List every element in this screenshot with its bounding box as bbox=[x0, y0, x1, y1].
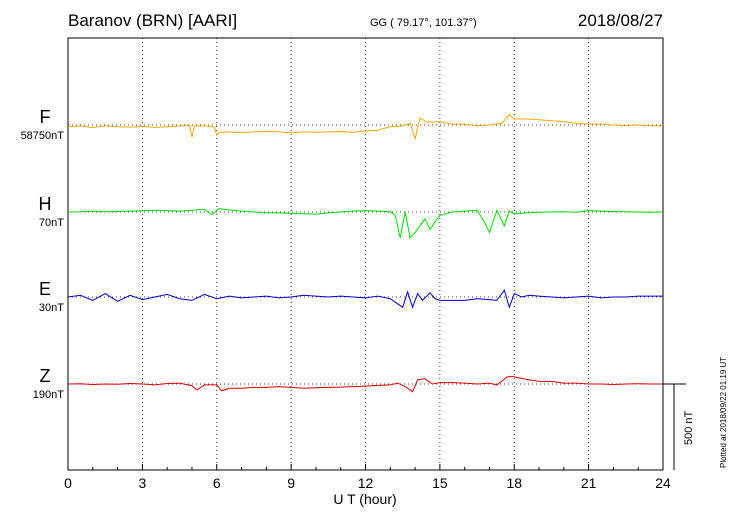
series-name-h: H bbox=[39, 194, 52, 214]
series-line-f bbox=[67, 113, 663, 141]
series-name-z: Z bbox=[40, 366, 51, 386]
x-tick-label: 21 bbox=[581, 475, 597, 491]
x-tick-label: 3 bbox=[138, 475, 146, 491]
series-line-e bbox=[67, 288, 663, 309]
series-name-f: F bbox=[40, 107, 51, 127]
series-line-z bbox=[67, 375, 663, 393]
series-line-h bbox=[67, 208, 664, 239]
series-baseline-h: 70nT bbox=[39, 217, 64, 229]
x-axis-ticks: 0 3 6 9 12 15 18 21 24 bbox=[64, 464, 671, 491]
grid-lines bbox=[68, 38, 663, 470]
x-tick-label: 15 bbox=[432, 475, 448, 491]
date-label: 2018/08/27 bbox=[578, 11, 663, 30]
series-layer: F 58750nT H 70nT E 30nT Z 190nT bbox=[21, 107, 664, 401]
station-title: Baranov (BRN) [AARI] bbox=[68, 11, 237, 30]
x-tick-label: 12 bbox=[358, 475, 374, 491]
x-tick-label: 24 bbox=[655, 475, 671, 491]
plotted-note: Plotted at 2018/09/22 01:19 UT bbox=[719, 357, 728, 468]
x-tick-label: 18 bbox=[506, 475, 522, 491]
series-baseline-e: 30nT bbox=[39, 302, 64, 314]
station-coords: GG ( 79.17°, 101.37°) bbox=[370, 17, 477, 29]
x-tick-label: 6 bbox=[213, 475, 221, 491]
x-tick-label: 0 bbox=[64, 475, 72, 491]
x-tick-label: 9 bbox=[287, 475, 295, 491]
series-baseline-f: 58750nT bbox=[21, 130, 65, 142]
series-baseline-z: 190nT bbox=[33, 389, 64, 401]
scale-bar-label: 500 nT bbox=[683, 410, 695, 445]
x-axis-label: U T (hour) bbox=[333, 491, 396, 507]
series-name-e: E bbox=[39, 279, 51, 299]
